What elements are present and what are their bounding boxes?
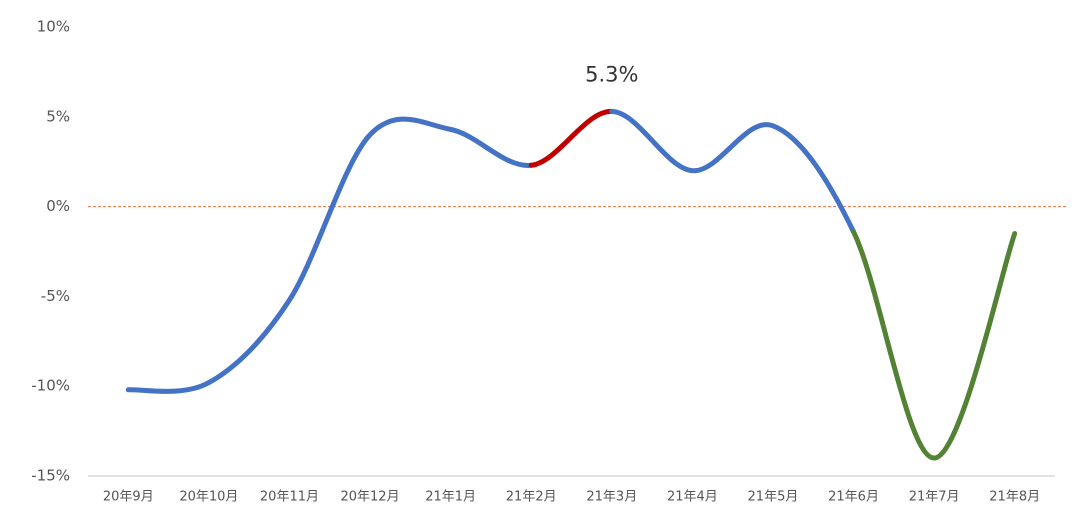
line-segment	[125, 116, 534, 394]
y-tick-label: -10%	[31, 377, 70, 395]
x-tick-label: 20年9月	[103, 490, 154, 505]
x-tick-label: 20年12月	[340, 490, 399, 505]
x-tick-label: 20年11月	[260, 490, 319, 505]
x-tick-label: 21年7月	[909, 490, 960, 505]
line-segment	[528, 108, 615, 168]
x-tick-label: 21年3月	[586, 490, 637, 505]
y-tick-label: -15%	[31, 467, 70, 485]
y-tick-label: -5%	[41, 287, 70, 305]
data-label: 5.3%	[585, 62, 638, 86]
x-tick-label: 21年5月	[748, 490, 799, 505]
x-tick-label: 21年2月	[506, 490, 557, 505]
y-tick-label: 10%	[37, 18, 70, 36]
x-tick-label: 20年10月	[179, 490, 238, 505]
x-tick-label: 21年6月	[828, 490, 879, 505]
y-tick-label: 0%	[46, 197, 70, 215]
x-tick-label: 21年1月	[425, 490, 476, 505]
x-tick-label: 21年4月	[667, 490, 718, 505]
x-tick-label: 21年8月	[989, 490, 1040, 505]
y-tick-label: 5%	[46, 107, 70, 125]
line-segment	[609, 108, 857, 235]
line-segment	[851, 229, 1018, 461]
